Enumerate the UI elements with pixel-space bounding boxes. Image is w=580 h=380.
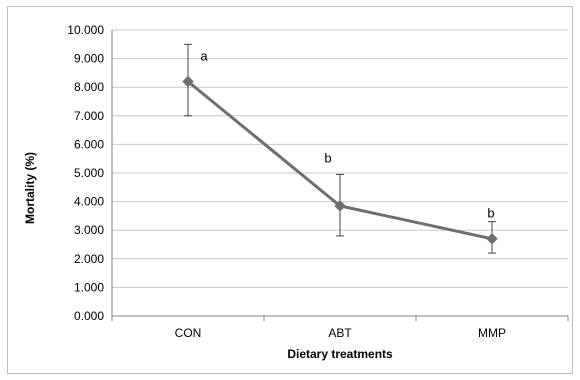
gridlines xyxy=(112,29,568,288)
significance-label: b xyxy=(324,150,331,165)
y-tick-label: 0.000 xyxy=(74,309,104,323)
series-group: a b b xyxy=(182,43,498,254)
x-tick-label: MMP xyxy=(478,326,506,340)
significance-label: a xyxy=(200,48,208,63)
y-tick-label: 1.000 xyxy=(74,280,104,294)
y-tick-label: 4.000 xyxy=(74,195,104,209)
x-axis-title: Dietary treatments xyxy=(287,347,393,361)
y-tick-label: 3.000 xyxy=(74,223,104,237)
x-tick-label: ABT xyxy=(328,326,352,340)
chart-frame xyxy=(7,6,573,374)
data-point xyxy=(334,200,346,212)
y-tick-label: 8.000 xyxy=(74,80,104,94)
y-tick-label: 7.000 xyxy=(74,109,104,123)
y-tick-label: 6.000 xyxy=(74,137,104,151)
y-tick-label: 2.000 xyxy=(74,252,104,266)
y-axis-title: Mortality (%) xyxy=(23,152,37,224)
data-point xyxy=(486,233,498,245)
y-tick-label: 10.000 xyxy=(67,23,104,37)
y-tick-label: 5.000 xyxy=(74,166,104,180)
y-tick-labels: 0.000 1.000 2.000 3.000 4.000 5.000 6.000 7.000… xyxy=(67,23,104,323)
y-tick-label: 9.000 xyxy=(74,52,104,66)
axes xyxy=(111,30,569,321)
x-tick-labels: CON ABT MMP xyxy=(175,326,506,340)
significance-label: b xyxy=(487,206,494,221)
x-tick-label: CON xyxy=(175,326,202,340)
data-point xyxy=(182,75,194,88)
